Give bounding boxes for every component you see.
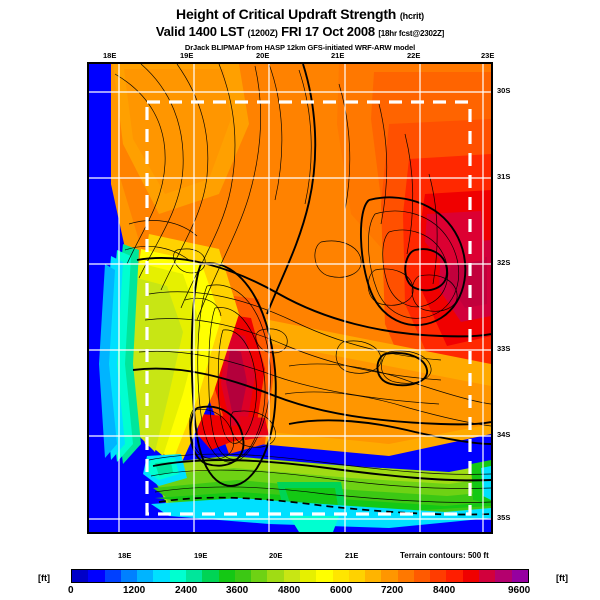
colorbar-tick-1: 1200 xyxy=(123,585,146,596)
axis-bottom-tick-0: 18E xyxy=(118,551,132,560)
coastline xyxy=(158,496,491,516)
axis-right-tick-3: 33S xyxy=(497,344,511,353)
axis-bottom-tick-2: 20E xyxy=(269,551,283,560)
forecast-hour-label: [18hr fcst@2302Z] xyxy=(378,29,445,38)
colorbar-swatch-27 xyxy=(511,570,528,582)
axis-bottom-tick-1: 19E xyxy=(194,551,208,560)
title-block: Height of Critical Updraft Strength (hcr… xyxy=(0,6,600,53)
colorbar-unit-right: [ft] xyxy=(556,573,568,583)
colorbar-swatch-23 xyxy=(446,570,463,582)
terrain-contour-note: Terrain contours: 500 ft xyxy=(400,551,489,560)
colorbar-swatch-18 xyxy=(365,570,382,582)
axis-top-tick-3: 21E xyxy=(331,51,345,60)
axis-top-tick-5: 23E xyxy=(481,51,495,60)
colorbar-swatch-16 xyxy=(332,570,349,582)
colorbar-swatch-3 xyxy=(120,570,138,582)
axis-right-tick-0: 30S xyxy=(497,86,511,95)
colorbar-swatch-0 xyxy=(72,570,89,582)
map-graticule xyxy=(89,64,491,532)
colorbar-unit-left: [ft] xyxy=(38,573,50,583)
colorbar-tick-8: 9600 xyxy=(508,585,531,596)
colorbar-swatch-22 xyxy=(430,570,447,582)
chart-title-paren: (hcrit) xyxy=(399,11,424,21)
colorbar-swatch-17 xyxy=(348,570,366,582)
axis-right-tick-4: 34S xyxy=(497,430,511,439)
map-plot-area xyxy=(87,62,493,534)
colorbar-swatch-4 xyxy=(137,570,154,582)
colorbar-tick-2: 2400 xyxy=(175,585,198,596)
colorbar-swatch-20 xyxy=(397,570,414,582)
valid-time-utc: (1200Z) xyxy=(247,28,278,38)
colorbar-swatch-5 xyxy=(153,570,170,582)
colorbar-tick-5: 6000 xyxy=(330,585,353,596)
valid-time-label: Valid 1400 LST xyxy=(155,24,245,39)
colorbar-swatch-8 xyxy=(202,570,219,582)
colorbar-swatch-7 xyxy=(185,570,203,582)
colorbar-swatch-21 xyxy=(413,570,431,582)
colorbar-swatch-2 xyxy=(104,570,121,582)
colorbar-swatch-12 xyxy=(267,570,284,582)
colorbar-swatch-14 xyxy=(299,570,317,582)
axis-top-tick-4: 22E xyxy=(407,51,421,60)
colorbar-tick-4: 4800 xyxy=(278,585,301,596)
colorbar-swatch-19 xyxy=(381,570,398,582)
chart-title: Height of Critical Updraft Strength (hcr… xyxy=(0,6,600,24)
colorbar-tick-0: 0 xyxy=(68,585,74,596)
axis-right-tick-1: 31S xyxy=(497,172,511,181)
inner-domain-box xyxy=(145,100,472,516)
chart-title-text: Height of Critical Updraft Strength xyxy=(176,6,397,22)
colorbar-tick-3: 3600 xyxy=(226,585,249,596)
colorbar-swatch-10 xyxy=(234,570,252,582)
colorbar xyxy=(71,569,529,583)
colorbar-swatch-11 xyxy=(251,570,268,582)
colorbar-swatch-25 xyxy=(479,570,496,582)
axis-top-tick-2: 20E xyxy=(256,51,270,60)
colorbar-swatch-26 xyxy=(495,570,512,582)
colorbar-swatch-15 xyxy=(316,570,333,582)
axis-right-tick-5: 35S xyxy=(497,513,511,522)
axis-bottom-tick-3: 21E xyxy=(345,551,359,560)
axis-top-tick-1: 19E xyxy=(180,51,194,60)
chart-source: DrJack BLIPMAP from HASP 12km GFS-initia… xyxy=(184,43,416,52)
axis-right-tick-2: 32S xyxy=(497,258,511,267)
colorbar-swatch-13 xyxy=(283,570,300,582)
hcrit-field-render xyxy=(89,64,491,532)
colorbar-swatch-6 xyxy=(169,570,186,582)
colorbar-swatch-1 xyxy=(88,570,105,582)
colorbar-swatch-24 xyxy=(462,570,480,582)
chart-subtitle: Valid 1400 LST (1200Z) FRI 17 Oct 2008 [… xyxy=(0,24,600,42)
colorbar-tick-7: 8400 xyxy=(433,585,456,596)
valid-date-label: FRI 17 Oct 2008 xyxy=(281,24,375,39)
axis-top-tick-0: 18E xyxy=(103,51,117,60)
colorbar-tick-6: 7200 xyxy=(381,585,404,596)
colorbar-swatch-9 xyxy=(218,570,235,582)
